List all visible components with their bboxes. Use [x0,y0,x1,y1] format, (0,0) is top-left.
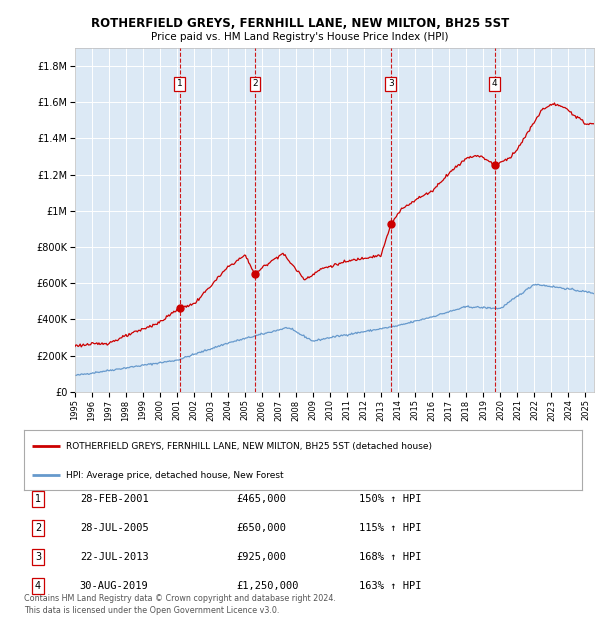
Text: 163% ↑ HPI: 163% ↑ HPI [359,580,421,591]
Text: 3: 3 [35,552,41,562]
Text: 168% ↑ HPI: 168% ↑ HPI [359,552,421,562]
Text: £1,250,000: £1,250,000 [236,580,299,591]
Text: 150% ↑ HPI: 150% ↑ HPI [359,494,421,505]
Text: ROTHERFIELD GREYS, FERNHILL LANE, NEW MILTON, BH25 5ST: ROTHERFIELD GREYS, FERNHILL LANE, NEW MI… [91,17,509,30]
Text: 28-FEB-2001: 28-FEB-2001 [80,494,149,505]
Text: HPI: Average price, detached house, New Forest: HPI: Average price, detached house, New … [66,471,283,479]
Text: 1: 1 [177,79,182,89]
Text: 115% ↑ HPI: 115% ↑ HPI [359,523,421,533]
Text: £650,000: £650,000 [236,523,286,533]
Text: £925,000: £925,000 [236,552,286,562]
Text: 2: 2 [35,523,41,533]
Text: Contains HM Land Registry data © Crown copyright and database right 2024.
This d: Contains HM Land Registry data © Crown c… [24,594,336,615]
Text: Price paid vs. HM Land Registry's House Price Index (HPI): Price paid vs. HM Land Registry's House … [151,32,449,42]
Text: 4: 4 [492,79,497,89]
Text: 4: 4 [35,580,41,591]
Text: 2: 2 [252,79,257,89]
Text: ROTHERFIELD GREYS, FERNHILL LANE, NEW MILTON, BH25 5ST (detached house): ROTHERFIELD GREYS, FERNHILL LANE, NEW MI… [66,441,432,451]
Text: 22-JUL-2013: 22-JUL-2013 [80,552,149,562]
Text: 3: 3 [388,79,394,89]
Text: £465,000: £465,000 [236,494,286,505]
Text: 28-JUL-2005: 28-JUL-2005 [80,523,149,533]
Text: 1: 1 [35,494,41,505]
Text: 30-AUG-2019: 30-AUG-2019 [80,580,149,591]
